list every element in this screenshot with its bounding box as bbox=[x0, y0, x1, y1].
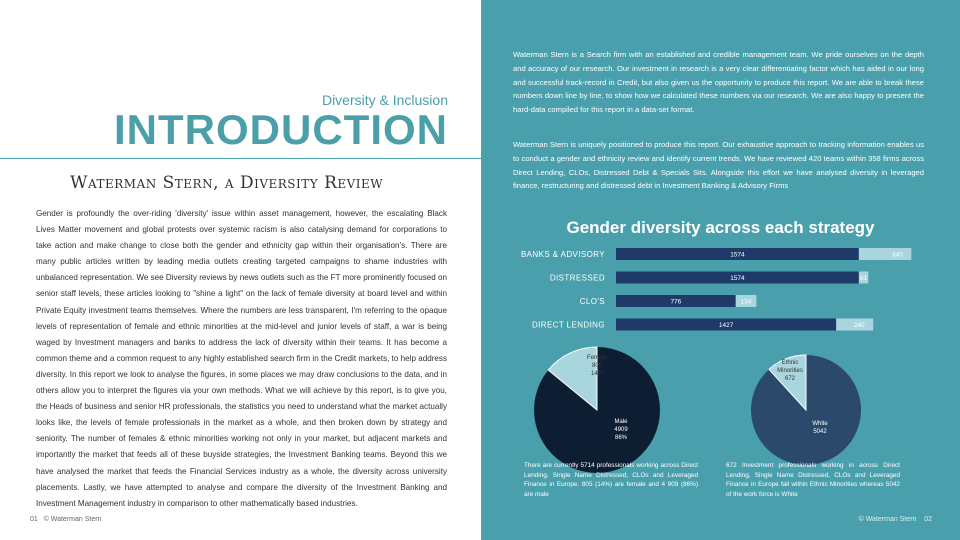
section-subtitle: Diversity & Inclusion bbox=[321, 92, 448, 108]
copyright-left: © Waterman Stern bbox=[43, 516, 102, 523]
section-heading: Waterman Stern, a Diversity Review bbox=[70, 173, 384, 193]
pie-label: 805 bbox=[592, 363, 603, 369]
data-label: 134 bbox=[741, 299, 752, 306]
intro-paragraph-2: Waterman Stern is uniquely positioned to… bbox=[513, 140, 924, 191]
footer-left: 01 © Waterman Stern bbox=[30, 516, 101, 523]
pie-slice-small bbox=[547, 346, 598, 412]
category-label: DIRECT LENDING bbox=[532, 321, 605, 330]
pie-label: Female bbox=[587, 355, 608, 361]
data-label: 240 bbox=[854, 322, 865, 329]
bar-segment-dark bbox=[616, 318, 837, 331]
page-title: INTRODUCTION bbox=[114, 106, 448, 153]
page-number-left: 01 bbox=[30, 516, 38, 523]
copyright-right: © Waterman Stern bbox=[858, 516, 917, 523]
bar-segment-light bbox=[836, 318, 874, 331]
data-label: 1427 bbox=[719, 322, 734, 329]
title-divider bbox=[0, 158, 481, 159]
data-label: 1574 bbox=[730, 252, 745, 259]
data-label: 1574 bbox=[730, 275, 745, 282]
page-number-right: 02 bbox=[924, 516, 932, 523]
category-label: CLO'S bbox=[580, 297, 605, 306]
caption-ethnicity: 672 Investment professionals working in … bbox=[726, 462, 900, 498]
bar-segment-dark bbox=[616, 248, 859, 260]
charts-canvas: BANKS & ADVISORY 1574 340 DISTRESSED 1574 61 C… bbox=[521, 248, 912, 474]
chart-title: Gender diversity across each strategy bbox=[566, 218, 875, 237]
bar-segment-dark bbox=[616, 295, 736, 307]
bar-segment-light bbox=[858, 248, 912, 260]
left-page: Diversity & Inclusion INTRODUCTION Water… bbox=[0, 92, 481, 523]
pie-label: 4909 bbox=[614, 427, 628, 433]
pie-label: White bbox=[812, 421, 828, 427]
footer-right: © Waterman Stern 02 bbox=[859, 516, 932, 523]
data-label: 776 bbox=[670, 299, 681, 306]
right-page: Waterman Stern is a Search firm with an … bbox=[481, 0, 960, 540]
data-label: 340 bbox=[892, 252, 903, 259]
intro-body-text: Gender is profoundly the over-riding 'di… bbox=[36, 209, 447, 508]
pie-label: Male bbox=[614, 419, 628, 425]
pie-label: Ethnic bbox=[782, 360, 799, 366]
bar-segment-dark bbox=[616, 271, 859, 284]
bar-segment-light bbox=[858, 271, 869, 284]
caption-gender: There are currently 5714 professionals w… bbox=[524, 462, 698, 498]
pie-label: Minorities bbox=[777, 368, 803, 374]
pie-label: 14% bbox=[591, 371, 604, 377]
bar-segment-light bbox=[735, 295, 757, 307]
data-label: 61 bbox=[860, 275, 868, 282]
category-label: DISTRESSED bbox=[550, 274, 605, 283]
intro-paragraph-1: Waterman Stern is a Search firm with an … bbox=[513, 50, 924, 115]
pie-label: 86% bbox=[615, 435, 628, 441]
pie-label: 672 bbox=[785, 376, 796, 382]
pie-slice-small bbox=[768, 354, 807, 412]
pie-label: 5042 bbox=[813, 429, 827, 435]
category-label: BANKS & ADVISORY bbox=[521, 250, 605, 259]
